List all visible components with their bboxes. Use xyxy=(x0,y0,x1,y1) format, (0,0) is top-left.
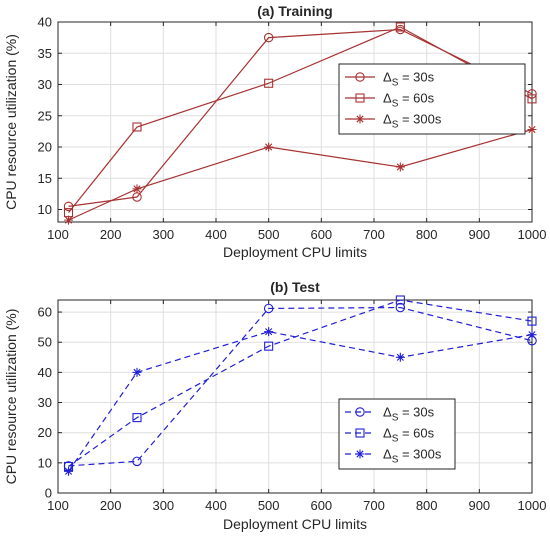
data-point xyxy=(64,466,74,476)
series-60s xyxy=(63,295,537,472)
chart-2: 100 200 300 400 500 600 700 800 900 1000 0 10 20 30 40… xyxy=(3,279,546,532)
series-line xyxy=(68,306,533,467)
y-tick-label: 50 xyxy=(38,335,52,350)
y-tick-label: 10 xyxy=(38,202,52,217)
series-30s xyxy=(63,302,537,471)
x-tick-label: 1000 xyxy=(518,227,547,242)
y-tick-label: 30 xyxy=(38,395,52,410)
legend-label: ΔS = 30s xyxy=(383,405,435,424)
data-point xyxy=(264,78,274,88)
x-tick-label: 700 xyxy=(363,227,385,242)
x-tick-label: 300 xyxy=(152,498,174,513)
legend-marker xyxy=(355,428,365,438)
data-point xyxy=(132,122,142,132)
x-tick-label: 100 xyxy=(47,227,69,242)
x-axis-label: Deployment CPU limits xyxy=(223,244,367,260)
data-point xyxy=(63,201,74,212)
x-tick-label: 1000 xyxy=(518,498,547,513)
chart-title: (b) Test xyxy=(270,279,320,295)
plot-area-frame xyxy=(57,299,533,494)
x-tick-label: 400 xyxy=(205,227,227,242)
x-tick-label: 300 xyxy=(152,227,174,242)
legend-label: ΔS = 300s xyxy=(383,447,442,466)
y-tick-label: 20 xyxy=(38,425,52,440)
series-line xyxy=(68,26,533,213)
y-tick-label: 30 xyxy=(38,77,52,92)
series-line xyxy=(68,331,533,472)
x-tick-label: 600 xyxy=(310,227,332,242)
chart-1: 100 200 300 400 500 600 700 800 900 1000 10 15 20 25 3… xyxy=(3,3,546,260)
series-300s xyxy=(64,327,537,476)
data-point xyxy=(527,89,537,99)
legend-box xyxy=(338,63,526,135)
series-60s xyxy=(63,22,537,218)
data-point xyxy=(263,32,274,43)
legend: ΔS = 30s ΔS = 60s ΔS = 300s xyxy=(338,398,456,470)
data-point xyxy=(132,456,142,467)
legend-marker xyxy=(355,72,365,82)
legend-marker xyxy=(355,93,365,103)
series-300s xyxy=(64,125,537,225)
y-tick-label: 35 xyxy=(38,46,52,61)
data-point xyxy=(395,352,405,362)
plot-area-frame xyxy=(57,21,533,223)
data-point xyxy=(395,295,405,305)
data-point xyxy=(64,215,74,225)
x-tick-label: 900 xyxy=(468,498,490,513)
y-tick-label: 25 xyxy=(38,108,52,123)
x-tick-label: 700 xyxy=(363,498,385,513)
data-point xyxy=(264,142,274,152)
data-point xyxy=(264,327,274,337)
legend-marker xyxy=(355,449,365,459)
data-point xyxy=(263,303,274,314)
legend-label: ΔS = 60s xyxy=(383,91,435,110)
x-axis-label: Deployment CPU limits xyxy=(223,516,367,532)
y-tick-label: 40 xyxy=(38,15,52,30)
y-tick-label: 60 xyxy=(38,305,52,320)
data-point xyxy=(132,367,142,377)
x-tick-label: 100 xyxy=(47,498,69,513)
data-point xyxy=(527,330,537,340)
data-point xyxy=(527,125,537,134)
legend: ΔS = 30s ΔS = 60s ΔS = 300s xyxy=(338,63,526,135)
x-tick-label: 200 xyxy=(100,498,122,513)
legend-label: ΔS = 60s xyxy=(383,426,435,445)
data-point xyxy=(527,316,537,326)
x-tick-label: 600 xyxy=(310,498,332,513)
chart-title: (a) Training xyxy=(257,3,332,19)
y-axis-label: CPU resource utilization (%) xyxy=(3,34,19,210)
y-axis-label: CPU resource utilization (%) xyxy=(3,309,19,485)
x-tick-label: 400 xyxy=(205,498,227,513)
data-point xyxy=(132,413,142,423)
y-tick-label: 0 xyxy=(45,486,52,501)
series-line xyxy=(68,128,533,221)
data-point xyxy=(264,341,274,351)
x-tick-label: 200 xyxy=(100,227,122,242)
series-line xyxy=(68,299,533,467)
legend-label: ΔS = 30s xyxy=(383,70,435,89)
legend-marker xyxy=(355,407,365,417)
x-tick-label: 500 xyxy=(258,498,280,513)
y-tick-label: 20 xyxy=(38,140,52,155)
data-point xyxy=(395,162,405,172)
legend-label: ΔS = 300s xyxy=(383,112,442,131)
x-tick-label: 500 xyxy=(258,227,280,242)
y-tick-label: 10 xyxy=(38,455,52,470)
data-point xyxy=(395,302,406,313)
x-tick-label: 800 xyxy=(416,498,438,513)
data-point xyxy=(132,184,142,194)
y-tick-label: 40 xyxy=(38,365,52,380)
data-point xyxy=(527,94,537,104)
data-point xyxy=(395,22,405,32)
legend-marker xyxy=(355,114,365,124)
x-tick-label: 800 xyxy=(416,227,438,242)
y-tick-label: 15 xyxy=(38,171,52,186)
x-tick-label: 900 xyxy=(468,227,490,242)
legend-box xyxy=(338,398,456,470)
